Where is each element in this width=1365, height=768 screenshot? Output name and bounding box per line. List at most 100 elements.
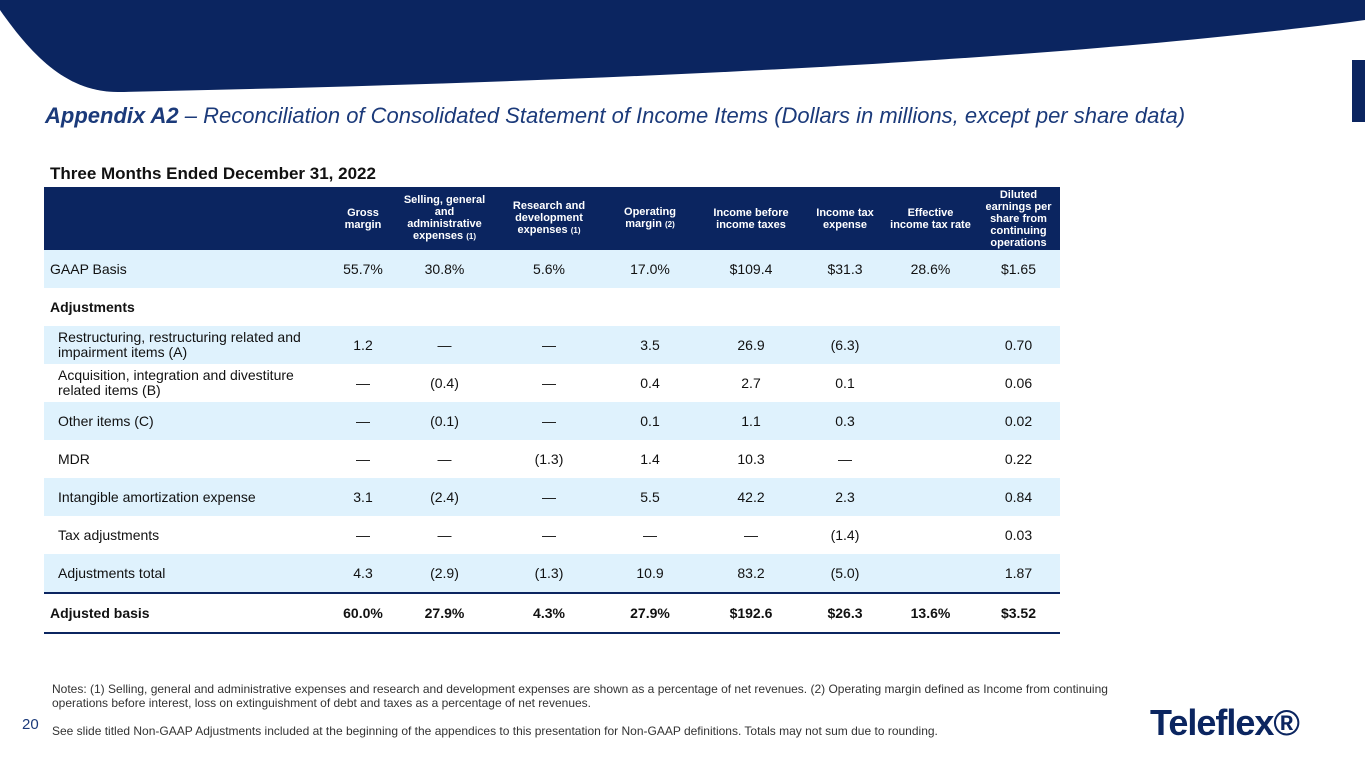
cell: $109.4 xyxy=(696,250,806,288)
cell: 0.22 xyxy=(1004,451,1033,467)
cell xyxy=(884,402,977,440)
title-rest: – Reconciliation of Consolidated Stateme… xyxy=(178,103,1186,128)
footnotes: Notes: (1) Selling, general and administ… xyxy=(52,682,1142,738)
cell: $31.3 xyxy=(806,250,884,288)
cell: 13.6% xyxy=(884,592,977,634)
cell: (1.4) xyxy=(830,527,860,543)
row-label: Intangible amortization expense xyxy=(44,478,331,516)
cell: — xyxy=(542,527,556,543)
cell: (1.3) xyxy=(494,554,604,593)
column-header: Diluted earnings per share from continui… xyxy=(977,187,1060,250)
table-row: MDR — — (1.3) 1.4 10.3 — 0.22 xyxy=(44,440,1060,478)
cell: — xyxy=(437,527,452,543)
cell: 27.9% xyxy=(395,592,494,634)
cell xyxy=(884,478,977,516)
cell: 5.5 xyxy=(604,478,696,516)
cell: 0.4 xyxy=(640,375,660,391)
cell: 26.9 xyxy=(696,326,806,364)
table-row-adjustments-total: Adjustments total 4.3 (2.9) (1.3) 10.9 8… xyxy=(44,554,1060,593)
cell: 10.9 xyxy=(604,554,696,593)
cell: — xyxy=(744,527,758,543)
cell: (0.1) xyxy=(395,402,494,440)
row-label: MDR xyxy=(58,450,90,467)
column-header: Selling, general and administrative expe… xyxy=(395,187,494,250)
row-label: GAAP Basis xyxy=(44,250,331,288)
row-label: Acquisition, integration and divestiture… xyxy=(58,367,294,398)
cell: 0.70 xyxy=(977,326,1060,364)
cell: (0.4) xyxy=(430,375,459,391)
cell: $26.3 xyxy=(806,592,884,634)
cell: 27.9% xyxy=(604,592,696,634)
column-header: Research and development expenses (1) xyxy=(494,187,604,250)
cell: 0.06 xyxy=(1004,375,1033,391)
table-row: Tax adjustments — — — — — (1.4) 0.03 xyxy=(44,516,1060,554)
cell: — xyxy=(356,451,370,467)
cell: 3.5 xyxy=(604,326,696,364)
cell: 30.8% xyxy=(395,250,494,288)
footnote-definitions: Notes: (1) Selling, general and administ… xyxy=(52,682,1108,710)
column-header: Gross margin xyxy=(331,187,395,250)
cell: 0.1 xyxy=(604,402,696,440)
footnote-reference: See slide titled Non-GAAP Adjustments in… xyxy=(52,724,938,738)
cell: 60.0% xyxy=(331,592,395,634)
period-heading: Three Months Ended December 31, 2022 xyxy=(50,164,376,183)
cell: — xyxy=(356,527,370,543)
cell: $192.6 xyxy=(696,592,806,634)
cell: 28.6% xyxy=(884,250,977,288)
cell: — xyxy=(494,326,604,364)
teleflex-logo: Teleflex® xyxy=(1150,702,1300,743)
cell: 2.3 xyxy=(806,478,884,516)
section-label: Adjustments xyxy=(50,298,135,315)
cell: 0.1 xyxy=(835,375,855,391)
cell: 42.2 xyxy=(696,478,806,516)
cell: 17.0% xyxy=(604,250,696,288)
cell xyxy=(884,326,977,364)
row-label: Tax adjustments xyxy=(58,526,160,543)
cell: — xyxy=(331,402,395,440)
title-bold: Appendix A2 xyxy=(45,103,179,128)
cell: (6.3) xyxy=(806,326,884,364)
cell: — xyxy=(494,402,604,440)
header-banner xyxy=(0,0,1365,122)
cell: (2.9) xyxy=(395,554,494,593)
cell xyxy=(884,516,977,554)
cell xyxy=(884,554,977,593)
cell: 55.7% xyxy=(331,250,395,288)
cell: 0.3 xyxy=(806,402,884,440)
cell: — xyxy=(395,326,494,364)
table-header-row: Gross margin Selling, general and admini… xyxy=(44,187,1060,250)
page-title: Appendix A2 – Reconciliation of Consolid… xyxy=(45,103,1185,129)
cell: 1.4 xyxy=(640,451,660,467)
table-row-adjusted-basis: Adjusted basis 60.0% 27.9% 4.3% 27.9% $1… xyxy=(44,592,1060,634)
row-label: Adjustments total xyxy=(44,554,331,593)
cell: (1.3) xyxy=(534,451,564,467)
row-label: Other items (C) xyxy=(44,402,331,440)
table-row-gaap: GAAP Basis 55.7% 30.8% 5.6% 17.0% $109.4… xyxy=(44,250,1060,288)
cell: 10.3 xyxy=(737,451,765,467)
row-label: Restructuring, restructuring related and… xyxy=(44,326,331,364)
cell: 0.02 xyxy=(977,402,1060,440)
cell: 1.87 xyxy=(977,554,1060,593)
cell: 1.1 xyxy=(696,402,806,440)
cell: — xyxy=(542,375,556,391)
header-corner xyxy=(44,187,331,250)
cell: 2.7 xyxy=(741,375,761,391)
cell xyxy=(884,364,977,402)
cell: 4.3 xyxy=(331,554,395,593)
column-header: Operating margin (2) xyxy=(604,187,696,250)
table-row: Acquisition, integration and divestiture… xyxy=(44,364,1060,402)
cell: (2.4) xyxy=(395,478,494,516)
cell: 0.03 xyxy=(1004,527,1033,543)
cell: — xyxy=(838,451,852,467)
table-row: Other items (C) — (0.1) — 0.1 1.1 0.3 0.… xyxy=(44,402,1060,440)
cell: 83.2 xyxy=(696,554,806,593)
cell: — xyxy=(437,451,452,467)
cell: — xyxy=(494,478,604,516)
cell xyxy=(884,440,977,478)
column-header: Effective income tax rate xyxy=(884,187,977,250)
page-number: 20 xyxy=(22,716,39,733)
row-label: Adjusted basis xyxy=(44,592,331,634)
table-row: Restructuring, restructuring related and… xyxy=(44,326,1060,364)
cell: $3.52 xyxy=(977,592,1060,634)
table-row: Intangible amortization expense 3.1 (2.4… xyxy=(44,478,1060,516)
